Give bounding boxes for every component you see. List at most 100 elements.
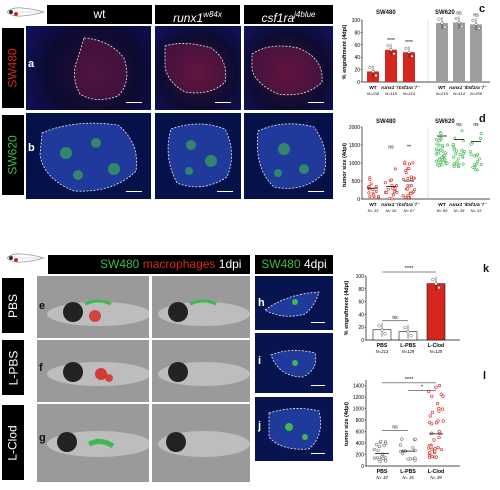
chart-k-bar xyxy=(426,283,446,341)
panel-letter-g: g xyxy=(39,432,46,444)
chart-d-point xyxy=(469,153,473,157)
chart-c-point xyxy=(404,46,408,50)
chart-d-point xyxy=(372,193,376,197)
chart-d-point xyxy=(407,195,411,199)
chart-d-point xyxy=(406,176,410,180)
chart-c-ylabel: % engraftment (4dpi) xyxy=(342,24,348,79)
panel-e-left xyxy=(37,276,149,338)
chart-c-bar xyxy=(403,52,415,82)
row-label-sw480: SW480 xyxy=(2,28,24,108)
panel-e-right xyxy=(152,276,250,338)
header-wt: wt xyxy=(47,5,152,24)
chart-d-tick: 1000 xyxy=(349,161,360,167)
chart-d-point xyxy=(435,147,439,151)
chart-d-n: N= 30 xyxy=(386,208,398,213)
panel-letter-a: a xyxy=(28,58,35,70)
chart-d-tick: 2000 xyxy=(349,125,360,131)
panel-letter-d: d xyxy=(479,113,486,125)
panel-f-right xyxy=(152,340,250,402)
chart-l-point xyxy=(427,390,431,394)
chart-d-point xyxy=(479,132,483,136)
chart-c-sig: ns xyxy=(473,12,479,18)
chart-k-ylabel: % engraftment (4dpi) xyxy=(344,280,350,335)
chart-d-point xyxy=(454,152,458,156)
panel-i xyxy=(255,333,333,393)
chart-d-point xyxy=(409,192,413,196)
chart-l-point xyxy=(433,449,437,453)
chart-d-point xyxy=(468,150,472,154)
chart-d-point xyxy=(393,167,397,171)
chart-d-point xyxy=(434,159,438,163)
chart-l-point xyxy=(406,457,410,461)
chart-k-xlabel: PBS xyxy=(377,343,388,349)
chart-k-point xyxy=(406,330,410,334)
chart-d-point xyxy=(469,142,473,146)
chart-l-point xyxy=(441,407,445,411)
chart-l-point xyxy=(378,459,382,463)
chart-d-point xyxy=(451,142,455,146)
chart-c-bar xyxy=(385,49,397,82)
chart-d-n: N= 67 xyxy=(404,208,416,213)
panel-letter-l: l xyxy=(483,370,487,382)
chart-d-point xyxy=(387,197,391,201)
chart-c-n: N=114 xyxy=(453,91,465,96)
row-label-sw620: SW620 xyxy=(2,115,24,195)
chart-l-point xyxy=(400,437,404,441)
chart-d-point xyxy=(434,138,438,142)
chart-l-point xyxy=(439,392,443,396)
chart-d-point xyxy=(444,151,448,155)
chart-l-point xyxy=(430,454,434,459)
chart-d-point xyxy=(457,163,461,167)
chart-k-n: N=213 xyxy=(376,349,389,354)
chart-d-point xyxy=(393,190,397,194)
chart-d-point xyxy=(440,144,444,148)
chart-d-group-sw480: SW480 xyxy=(376,119,396,125)
chart-d-n: N= 89 xyxy=(437,208,449,213)
chart-c-tick: 100 xyxy=(352,18,361,24)
chart-l-point xyxy=(440,447,444,452)
chart-l-point xyxy=(372,447,376,452)
chart-c-tick: 60 xyxy=(354,43,360,49)
chart-l-point xyxy=(381,457,385,461)
chart-c-tick: 20 xyxy=(354,68,360,74)
chart-l-point xyxy=(377,444,382,449)
chart-d-point xyxy=(435,142,439,146)
chart-k-point xyxy=(437,286,441,290)
mid-header: SW480 macrophages 1dpi xyxy=(48,255,250,274)
chart-l-point xyxy=(427,455,432,459)
chart-c-tick: 80 xyxy=(354,30,360,36)
chart-d-point xyxy=(452,162,456,166)
chart-d-point xyxy=(411,161,415,165)
chart-d-tick: 500 xyxy=(352,179,361,185)
chart-k-xlabel: L-PBS xyxy=(400,343,416,349)
chart-k-tick: 60 xyxy=(358,300,364,306)
chart-d-sig: ns xyxy=(456,122,462,128)
chart-c-sig: **** xyxy=(387,38,395,44)
chart-d-ylabel: tumor size (4dpi) xyxy=(342,143,348,187)
chart-l-point xyxy=(427,446,431,450)
chart-l-point xyxy=(428,421,432,425)
chart-d-point xyxy=(461,162,465,166)
chart-c-n: N=214 xyxy=(403,91,416,96)
chart-d-point xyxy=(477,157,481,161)
chart-l: 0 200 400 600 800 1000 1200 1400 tumor size (4dp… xyxy=(344,377,460,480)
chart-c-point xyxy=(471,18,475,22)
chart-d-group-sw620: SW620 xyxy=(435,119,455,125)
chart-d-point xyxy=(462,152,466,156)
chart-d-point xyxy=(455,149,459,153)
chart-k-tick: 80 xyxy=(358,287,364,293)
chart-d-point xyxy=(438,158,442,162)
chart-d-sig: ** xyxy=(407,145,411,151)
chart-l-point xyxy=(411,446,415,450)
row-label-lclod: L-Clod xyxy=(2,405,24,480)
chart-l-point xyxy=(384,459,388,463)
chart-c-point xyxy=(374,73,378,77)
chart-c-xlabel: WT xyxy=(438,85,446,91)
chart-c-bar xyxy=(470,24,482,82)
chart-c-n: N=119 xyxy=(385,91,397,96)
chart-d-point xyxy=(403,160,407,164)
chart-k-sig: **** xyxy=(405,266,414,272)
chart-d-point xyxy=(395,191,399,195)
chart-d-tick: 0 xyxy=(357,197,360,203)
chart-l-point xyxy=(372,456,376,460)
